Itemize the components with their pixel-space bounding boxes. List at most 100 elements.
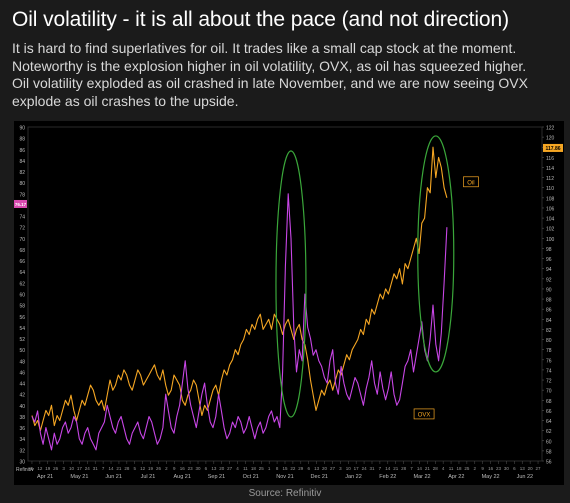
x-minor-tick-label: 14	[417, 466, 423, 471]
left-tick-label: 84	[19, 159, 25, 165]
x-minor-tick-label: 7	[410, 466, 413, 471]
right-tick-label: 94	[546, 267, 552, 273]
right-tick-label: 120	[546, 136, 555, 142]
x-minor-tick-label: 20	[219, 466, 225, 471]
left-tick-label: 48	[19, 359, 25, 365]
right-tick-label: 60	[546, 439, 552, 445]
left-tick-label: 30	[19, 460, 25, 466]
x-minor-tick-label: 6	[513, 466, 516, 471]
x-minor-tick-label: 4	[236, 466, 239, 471]
ovx-label-box	[413, 408, 435, 420]
x-minor-tick-label: 28	[433, 466, 439, 471]
x-minor-tick-label: 6	[307, 466, 310, 471]
x-minor-tick-label: 21	[116, 466, 122, 471]
subtitle-line-3: Oil volatility exploded as oil crashed i…	[12, 75, 528, 91]
x-minor-tick-label: 31	[369, 466, 375, 471]
ovx-last-value: 76.17	[15, 202, 27, 207]
subtitle-line-4: explode as oil crashes to the upside.	[12, 92, 239, 109]
x-minor-tick-label: 5	[133, 466, 136, 471]
right-tick-label: 62	[546, 429, 552, 435]
x-minor-tick-label: 13	[211, 466, 217, 471]
x-corner-label: Refinitiv	[16, 467, 34, 473]
x-minor-tick-label: 13	[520, 466, 526, 471]
x-month-label: Apr 21	[37, 474, 53, 480]
x-minor-tick-label: 4	[442, 466, 445, 471]
x-minor-tick-label: 2	[165, 466, 168, 471]
oil-label: Oil	[467, 180, 474, 186]
x-minor-tick-label: 18	[456, 466, 462, 471]
x-minor-tick-label: 15	[282, 466, 288, 471]
left-tick-label: 88	[19, 137, 25, 143]
x-minor-tick-label: 10	[69, 466, 75, 471]
left-tick-label: 90	[19, 126, 25, 132]
x-minor-tick-label: 31	[93, 466, 99, 471]
x-month-label: May 22	[482, 474, 500, 480]
x-month-label: Jun 22	[517, 474, 534, 480]
right-tick-label: 66	[546, 409, 552, 415]
right-tick-label: 82	[546, 328, 552, 334]
series-line-ovx	[31, 193, 448, 451]
chart-panel: 30 32 34 36 38 40 42 44 46 48 50 52 54 56 58 60 62 64 66 68…	[14, 121, 564, 485]
right-tick-label: 104	[546, 217, 555, 223]
left-tick-label: 40	[19, 404, 25, 410]
subtitle-line-1: It is hard to find superlatives for oil.…	[12, 40, 517, 56]
x-minor-tick-label: 3	[62, 466, 65, 471]
x-minor-tick-label: 5	[31, 466, 34, 471]
page-title: Oil volatility - it is all about the pac…	[12, 8, 509, 31]
left-tick-label: 58	[19, 304, 25, 310]
source-caption: Source: Refinitiv	[248, 488, 322, 499]
x-minor-tick-label: 3	[339, 466, 342, 471]
left-tick-label: 68	[19, 248, 25, 254]
left-tick-label: 64	[19, 270, 25, 276]
right-tick-label: 92	[546, 277, 552, 283]
right-tick-label: 98	[546, 247, 552, 253]
right-tick-label: 88	[546, 298, 552, 304]
left-tick-label: 42	[19, 393, 25, 399]
left-tick-label: 52	[19, 337, 25, 343]
x-month-label: Nov 21	[276, 474, 293, 480]
right-tick-label: 84	[546, 318, 552, 324]
left-tick-label: 70	[19, 237, 25, 243]
x-month-label: Dec 21	[311, 474, 328, 480]
x-month-label: Jun 21	[105, 474, 122, 480]
x-month-label: Jul 21	[141, 474, 156, 480]
oil-last-value-badge	[543, 143, 563, 152]
left-tick-label: 78	[19, 192, 25, 198]
x-minor-tick-label: 23	[188, 466, 194, 471]
x-minor-tick-label: 19	[45, 466, 51, 471]
left-tick-label: 46	[19, 370, 25, 376]
x-minor-tick-label: 19	[148, 466, 154, 471]
x-minor-tick-label: 22	[290, 466, 296, 471]
right-tick-label: 122	[546, 126, 555, 132]
subtitle: It is hard to find superlatives for oil.…	[12, 40, 564, 110]
left-tick-label: 38	[19, 415, 25, 421]
left-tick-label: 74	[19, 215, 25, 221]
ovx-last-value-badge	[14, 199, 27, 208]
x-minor-tick-label: 11	[243, 466, 248, 471]
subtitle-line-2: Noteworthy is the explosion higher in oi…	[12, 57, 527, 74]
x-minor-tick-label: 26	[156, 466, 162, 471]
x-month-label: Mar 22	[414, 474, 431, 480]
right-tick-label: 70	[546, 389, 552, 395]
x-minor-tick-label: 9	[481, 466, 484, 471]
x-minor-tick-label: 13	[314, 466, 320, 471]
x-minor-tick-label: 30	[196, 466, 202, 471]
right-tick-label: 86	[546, 308, 552, 314]
left-tick-label: 66	[19, 259, 25, 265]
x-minor-tick-label: 23	[496, 466, 502, 471]
x-minor-tick-label: 25	[464, 466, 470, 471]
series-line-oil	[31, 146, 448, 432]
x-minor-tick-label: 2	[474, 466, 477, 471]
x-month-label: Apr 22	[448, 474, 464, 480]
right-tick-label: 96	[546, 257, 552, 263]
right-tick-label: 58	[546, 449, 552, 455]
highlight-ellipse-nov	[275, 150, 307, 418]
x-minor-tick-label: 27	[536, 466, 542, 471]
right-tick-label: 76	[546, 358, 552, 364]
x-minor-tick-label: 21	[425, 466, 431, 471]
x-minor-tick-label: 28	[124, 466, 130, 471]
x-minor-tick-label: 16	[180, 466, 186, 471]
x-minor-tick-label: 7	[379, 466, 382, 471]
left-tick-label: 50	[19, 348, 25, 354]
oil-last-value: 117.86	[545, 146, 560, 152]
